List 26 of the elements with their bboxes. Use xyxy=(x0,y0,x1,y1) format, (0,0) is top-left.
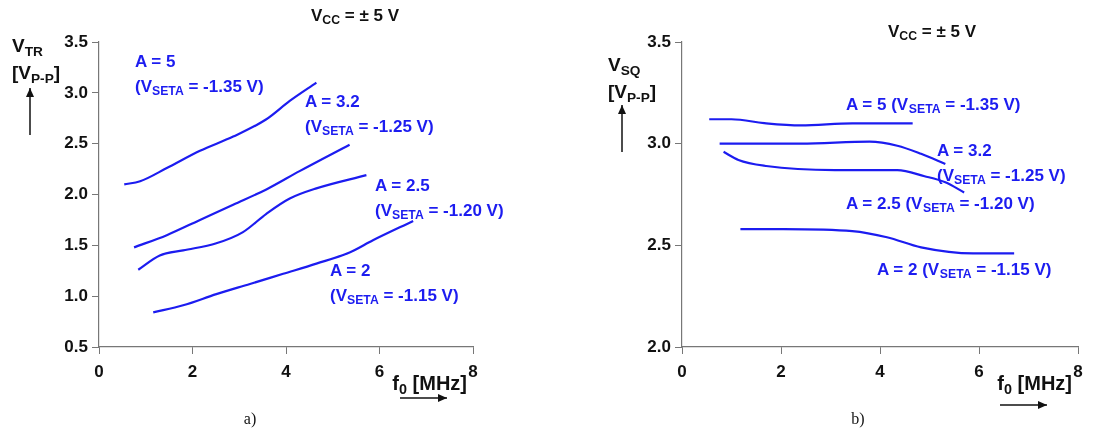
x-tick-label: 4 xyxy=(281,361,292,381)
x-tick-label: 8 xyxy=(468,361,478,381)
y-tick-label: 0.5 xyxy=(64,336,88,356)
x-tick-label: 0 xyxy=(94,361,104,381)
line-series xyxy=(132,143,351,249)
x-tick-label: 2 xyxy=(776,361,786,381)
x-tick-label: 6 xyxy=(974,361,984,381)
y-tick-label: 2.5 xyxy=(64,133,88,153)
x-tick-label: 2 xyxy=(187,361,198,381)
y-tick-label: 3.0 xyxy=(647,133,671,153)
x-tick-label: 4 xyxy=(875,361,886,381)
line-series xyxy=(739,227,1016,255)
x-tick-label: 8 xyxy=(1073,361,1083,381)
y-tick-label: 3.5 xyxy=(64,31,88,51)
x-tick-label: 0 xyxy=(677,361,687,381)
x-tick-label: 6 xyxy=(374,361,385,381)
y-tick-label: 1.0 xyxy=(64,285,88,305)
y-tick-label: 2.5 xyxy=(647,235,671,255)
y-tick-label: 3.0 xyxy=(64,82,88,102)
y-tick-label: 2.0 xyxy=(647,336,671,356)
y-tick-label: 3.5 xyxy=(647,31,671,51)
text: b) xyxy=(851,410,865,429)
text: a) xyxy=(243,410,257,429)
y-tick-label: 1.5 xyxy=(64,235,88,255)
y-tick-label: 2.0 xyxy=(64,184,88,204)
line-series xyxy=(718,140,947,166)
